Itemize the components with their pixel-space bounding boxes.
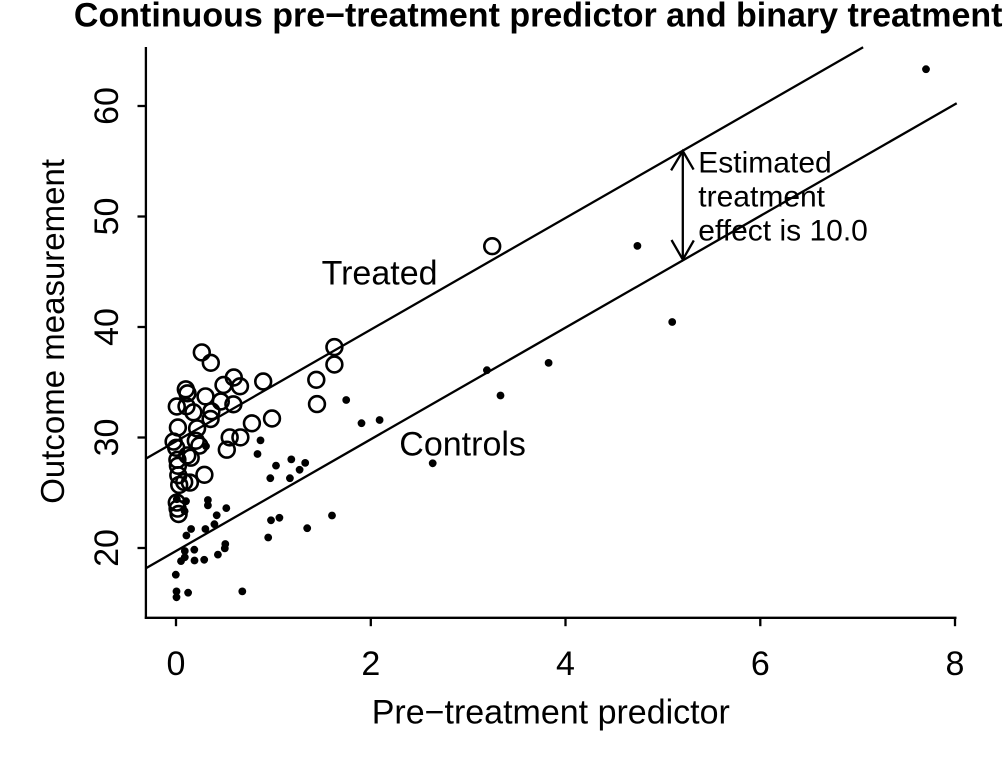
- svg-text:Controls: Controls: [399, 426, 526, 464]
- svg-text:50: 50: [88, 198, 126, 236]
- svg-text:treatment: treatment: [698, 181, 825, 214]
- svg-text:4: 4: [556, 645, 575, 683]
- svg-text:6: 6: [751, 645, 770, 683]
- svg-text:Treated: Treated: [322, 255, 438, 293]
- svg-text:2: 2: [361, 645, 380, 683]
- svg-text:40: 40: [88, 308, 126, 346]
- svg-text:30: 30: [88, 419, 126, 457]
- svg-text:0: 0: [167, 645, 186, 683]
- svg-text:20: 20: [88, 529, 126, 567]
- svg-text:Estimated: Estimated: [698, 146, 831, 179]
- svg-text:60: 60: [88, 87, 126, 125]
- svg-text:Continuous pre−treatment predi: Continuous pre−treatment predictor and b…: [74, 0, 1003, 35]
- svg-text:Outcome measurement: Outcome measurement: [34, 159, 71, 504]
- svg-text:effect is 10.0: effect is 10.0: [698, 215, 868, 248]
- svg-text:Pre−treatment predictor: Pre−treatment predictor: [372, 694, 730, 732]
- svg-text:8: 8: [946, 645, 965, 683]
